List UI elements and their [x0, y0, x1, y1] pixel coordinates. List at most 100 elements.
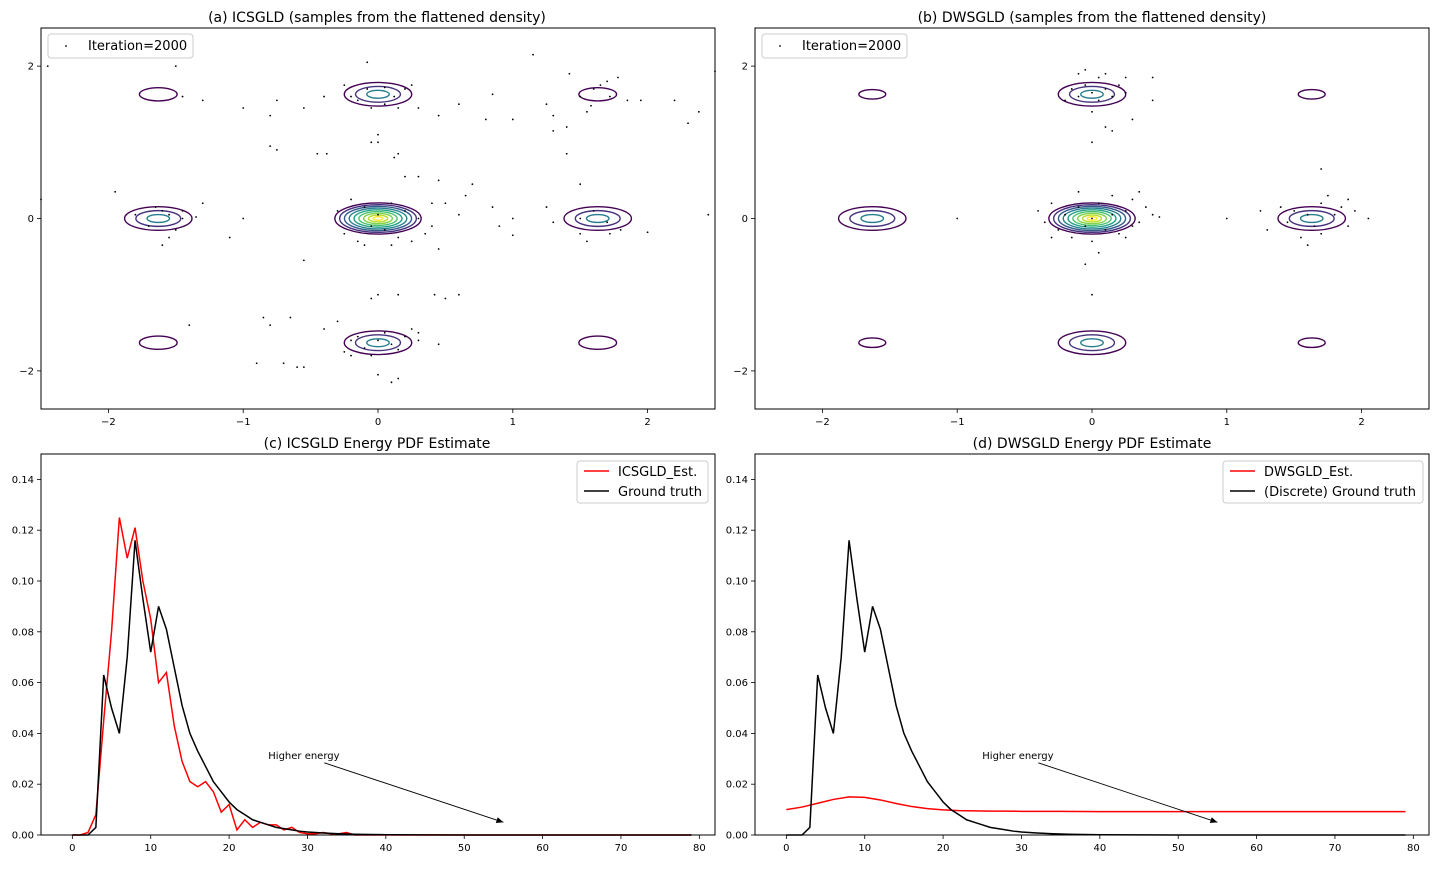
- panel-a-title: (a) ICSGLD (samples from the flattened d…: [208, 10, 546, 26]
- panel-b-contour: [858, 88, 887, 100]
- panel-b-sample-point: [1279, 206, 1282, 208]
- panel-a-sample-point: [437, 343, 440, 346]
- panel-a-sample-point: [431, 225, 433, 228]
- panel-a-sample-point: [608, 95, 611, 98]
- panel-a-xtick-label: 0: [375, 417, 381, 428]
- panel-b-contour: [1080, 89, 1104, 99]
- panel-a-xtick-label: −2: [101, 417, 116, 428]
- panel-a-sample-point: [592, 209, 595, 212]
- panel-a-contour: [348, 207, 408, 230]
- panel-b-sample-point: [1084, 69, 1087, 71]
- panel-d: (d) DWSGLD Energy PDF Estimate 0 10 20 30 40…: [726, 436, 1430, 854]
- panel-a-sample-point: [181, 95, 184, 98]
- panel-a-sample-point: [363, 206, 366, 208]
- panel-a-ytick-label: 0: [28, 214, 34, 225]
- panel-c-ytick-label: 0.02: [12, 780, 34, 791]
- panel-a-contour: [135, 209, 182, 228]
- panel-a-sample-point: [168, 236, 170, 239]
- panel-b-contour: [1068, 85, 1116, 103]
- panel-b-contour: [1277, 205, 1347, 232]
- panel-b-sample-point: [1340, 206, 1343, 208]
- panel-a-sample-point: [242, 107, 245, 109]
- panel-a-sample-point: [343, 350, 346, 353]
- panel-d-xtick-label: 30: [1015, 843, 1028, 854]
- panel-b-sample-point: [1333, 213, 1336, 216]
- panel-b-sample-point: [1091, 110, 1093, 113]
- panel-b-contour: [849, 209, 896, 228]
- panel-b-sample-point: [1097, 99, 1100, 102]
- panel-b-xtick-label: 1: [1224, 417, 1230, 428]
- panel-a-sample-point: [552, 114, 555, 117]
- panel-a-sample-point: [363, 244, 366, 247]
- panel-a-sample-point: [302, 366, 305, 368]
- panel-a-contour: [354, 85, 402, 103]
- panel-a-sample-point: [606, 80, 609, 83]
- panel-a-sample-point: [511, 217, 514, 220]
- panel-a-sample-point: [437, 114, 440, 117]
- panel-a-sample-point: [599, 84, 602, 87]
- panel-b-sample-point: [1347, 198, 1350, 201]
- panel-b-sample-point: [1084, 84, 1087, 87]
- panel-b-contour: [1057, 205, 1127, 232]
- panel-b-sample-point: [1367, 217, 1370, 220]
- panel-a-sample-point: [619, 229, 622, 231]
- panel-b-sample-point: [1151, 213, 1154, 216]
- panel-d-legend-box: [1222, 460, 1424, 504]
- panel-a-sample-point: [397, 152, 400, 155]
- panel-c-legend-label-0: ICSGLD_Est.: [618, 465, 697, 480]
- panel-b-sample-point: [956, 217, 959, 220]
- panel-b-contour: [1068, 334, 1116, 352]
- panel-d-ytick-label: 0.06: [726, 678, 748, 689]
- panel-b-contour: [1297, 337, 1326, 349]
- panel-a-sample-point: [282, 362, 285, 365]
- panel-b-contour: [858, 337, 887, 349]
- panel-d-series-line-0: [786, 796, 1406, 813]
- panel-d-ytick-label: 0.12: [726, 526, 748, 537]
- panel-b-legend: Iteration=2000: [761, 33, 908, 59]
- panel-d-xtick-label: 70: [1329, 843, 1342, 854]
- panel-a-sample-point: [417, 107, 420, 109]
- panel-b-sample-point: [1306, 244, 1309, 247]
- panel-a-contour: [578, 335, 618, 351]
- panel-a-sample-point: [471, 183, 474, 186]
- panel-a-sample-point: [255, 362, 258, 365]
- panel-a-sample-point: [532, 53, 534, 56]
- panel-d-xtick-label: 80: [1407, 843, 1420, 854]
- panel-c-annotation-text: Higher energy: [268, 751, 339, 762]
- panel-b-plot: −2 −1 0 1 2 −2 0 2: [733, 62, 1370, 428]
- panel-c-ytick-label: 0.04: [12, 729, 34, 740]
- panel-a-contour: [353, 209, 403, 228]
- panel-a-sample-point: [134, 213, 137, 216]
- panel-c-xtick-label: 40: [379, 843, 392, 854]
- panel-a-sample-point: [302, 259, 305, 262]
- panel-c-ytick-label: 0.12: [12, 526, 34, 537]
- panel-c-plot: 0 10 20 30 40 50 60 70 80 0.00 0.02 0.04 0.06 0.08 0.1…: [12, 475, 706, 854]
- panel-b-sample-point: [1104, 88, 1107, 90]
- panel-a-legend: Iteration=2000: [47, 33, 194, 59]
- panel-d-legend-label-1: (Discrete) Ground truth: [1264, 485, 1416, 500]
- panel-a-sample-point: [377, 213, 379, 216]
- panel-a-sample-point: [350, 339, 352, 342]
- panel-a-sample-point: [323, 328, 325, 330]
- panel-b-contour: [837, 205, 907, 232]
- panel-b-xtick-label: −2: [815, 417, 830, 428]
- panel-b-sample-point: [1266, 229, 1269, 231]
- panel-b-sample-point: [1111, 129, 1114, 132]
- panel-a-sample-point: [393, 95, 396, 98]
- panel-a-sample-point: [404, 175, 406, 178]
- panel-a-sample-point: [390, 343, 393, 346]
- panel-b-sample-point: [1118, 84, 1120, 87]
- panel-b-sample-point: [1064, 213, 1066, 216]
- panel-d-xtick-label: 0: [783, 843, 789, 854]
- panel-b-sample-point: [1043, 221, 1046, 224]
- panel-a-sample-point: [377, 133, 379, 136]
- panel-a-sample-point: [269, 114, 272, 117]
- panel-a-sample-point: [370, 297, 373, 300]
- panel-b-contour: [860, 213, 885, 224]
- panel-a-contour: [123, 205, 193, 232]
- panel-b-sample-point: [1124, 91, 1127, 94]
- panel-b-sample-point: [1077, 95, 1080, 98]
- panel-b-sample-point: [1104, 126, 1107, 128]
- panel-a-sample-point: [370, 225, 373, 228]
- panel-a-sample-point: [195, 216, 197, 218]
